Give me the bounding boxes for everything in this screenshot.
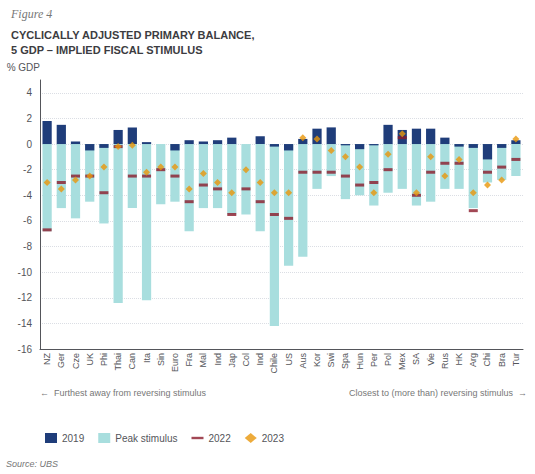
svg-text:Thai: Thai bbox=[113, 353, 123, 371]
svg-text:-4: -4 bbox=[23, 190, 32, 201]
svg-text:Fra: Fra bbox=[184, 353, 194, 367]
svg-text:Pol: Pol bbox=[383, 353, 393, 366]
svg-text:Figure 4: Figure 4 bbox=[10, 7, 52, 21]
svg-text:-2: -2 bbox=[23, 164, 32, 175]
svg-text:Can: Can bbox=[127, 353, 137, 370]
svg-text:CYCLICALLY ADJUSTED PRIMARY BA: CYCLICALLY ADJUSTED PRIMARY BALANCE, bbox=[11, 29, 254, 41]
svg-text:US: US bbox=[284, 353, 294, 366]
svg-text:NZ: NZ bbox=[42, 353, 52, 365]
svg-text:Sin: Sin bbox=[156, 353, 166, 366]
svg-text:Mex: Mex bbox=[397, 353, 407, 371]
svg-text:Chile: Chile bbox=[269, 353, 279, 374]
svg-text:Closest to (more than) reversi: Closest to (more than) reversing stimulu… bbox=[349, 388, 527, 398]
svg-text:2023: 2023 bbox=[262, 433, 285, 444]
svg-text:Tur: Tur bbox=[511, 353, 521, 366]
svg-text:-14: -14 bbox=[18, 318, 33, 329]
svg-text:Euro: Euro bbox=[170, 353, 180, 372]
svg-text:SA: SA bbox=[411, 353, 421, 365]
svg-text:Mal: Mal bbox=[198, 353, 208, 368]
svg-text:% GDP: % GDP bbox=[7, 62, 41, 73]
svg-text:Ita: Ita bbox=[142, 353, 152, 363]
svg-text:2022: 2022 bbox=[208, 433, 231, 444]
svg-text:-6: -6 bbox=[23, 215, 32, 226]
svg-text:2019: 2019 bbox=[62, 433, 85, 444]
svg-text:Bra: Bra bbox=[497, 353, 507, 367]
svg-text:Chi: Chi bbox=[482, 353, 492, 367]
svg-text:0: 0 bbox=[26, 139, 32, 150]
svg-text:5 GDP – IMPLIED FISCAL STIMULU: 5 GDP – IMPLIED FISCAL STIMULUS bbox=[11, 44, 203, 56]
svg-text:-8: -8 bbox=[23, 241, 32, 252]
svg-text:Col: Col bbox=[241, 353, 251, 367]
svg-text:Peak stimulus: Peak stimulus bbox=[115, 433, 177, 444]
svg-text:Hun: Hun bbox=[355, 353, 365, 370]
svg-text:Phi: Phi bbox=[99, 353, 109, 366]
svg-text:Jap: Jap bbox=[227, 353, 237, 368]
svg-text:Swi: Swi bbox=[326, 353, 336, 368]
svg-text:Ind: Ind bbox=[255, 353, 265, 366]
svg-text:Arg: Arg bbox=[468, 353, 478, 367]
svg-text:← Furthest away from reversin: ← Furthest away from reversing stimulus bbox=[40, 388, 207, 398]
svg-text:4: 4 bbox=[26, 87, 32, 98]
svg-text:Source: UBS: Source: UBS bbox=[6, 459, 58, 469]
svg-text:-12: -12 bbox=[18, 292, 33, 303]
svg-text:HK: HK bbox=[454, 353, 464, 366]
svg-text:Ger: Ger bbox=[56, 353, 66, 368]
svg-text:Aus: Aus bbox=[298, 353, 308, 369]
svg-text:Ind: Ind bbox=[213, 353, 223, 366]
svg-text:Kor: Kor bbox=[312, 353, 322, 367]
svg-text:Per: Per bbox=[369, 353, 379, 367]
svg-text:-10: -10 bbox=[18, 267, 33, 278]
svg-text:Cze: Cze bbox=[71, 353, 81, 369]
svg-text:Spa: Spa bbox=[340, 353, 350, 369]
svg-text:2: 2 bbox=[26, 113, 32, 124]
svg-text:Rus: Rus bbox=[440, 353, 450, 370]
svg-text:UK: UK bbox=[85, 353, 95, 366]
svg-text:-16: -16 bbox=[18, 344, 33, 355]
svg-text:Vie: Vie bbox=[426, 353, 436, 366]
